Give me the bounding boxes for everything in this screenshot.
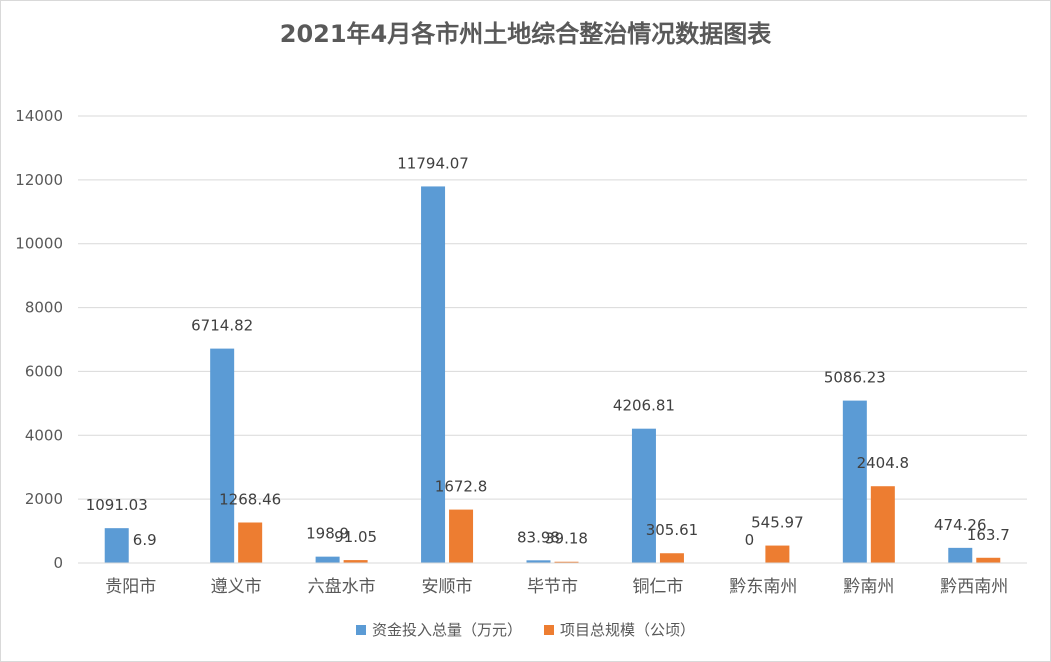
legend-label-investment: 资金投入总量（万元） bbox=[371, 621, 522, 639]
chart-title: 2021年4月各市州土地综合整治情况数据图表 bbox=[279, 20, 772, 48]
y-tick-label: 14000 bbox=[15, 107, 63, 125]
data-label: 198.9 bbox=[306, 525, 349, 543]
data-label: 305.61 bbox=[646, 521, 699, 539]
x-tick-label: 黔南州 bbox=[843, 577, 894, 597]
data-label: 0 bbox=[745, 531, 755, 549]
data-label: 91.05 bbox=[334, 528, 377, 546]
bar-investment bbox=[104, 528, 129, 563]
bar-scale bbox=[343, 560, 368, 563]
y-tick-label: 2000 bbox=[25, 490, 63, 508]
bar-investment bbox=[842, 400, 867, 563]
data-label: 4206.81 bbox=[613, 397, 675, 415]
bar-investment bbox=[948, 547, 973, 563]
legend-label-scale: 项目总规模（公顷） bbox=[560, 621, 696, 639]
y-tick-label: 8000 bbox=[25, 299, 63, 317]
data-label: 1091.03 bbox=[86, 496, 148, 514]
bar-investment bbox=[526, 560, 551, 563]
bar-investment bbox=[315, 556, 340, 563]
x-tick-label: 黔东南州 bbox=[729, 577, 797, 597]
bar-scale bbox=[976, 557, 1001, 563]
x-tick-label: 贵阳市 bbox=[105, 577, 156, 597]
y-tick-label: 4000 bbox=[25, 426, 63, 444]
x-tick-label: 遵义市 bbox=[211, 577, 262, 597]
data-label: 163.7 bbox=[967, 526, 1010, 544]
x-tick-label: 安顺市 bbox=[422, 577, 473, 597]
data-label: 83.98 bbox=[517, 528, 560, 546]
legend-swatch-scale bbox=[544, 624, 554, 635]
data-label: 2404.8 bbox=[857, 454, 910, 472]
bar-investment bbox=[421, 186, 446, 563]
bar-scale bbox=[765, 545, 790, 563]
y-tick-label: 10000 bbox=[15, 235, 63, 253]
bar-investment bbox=[210, 348, 235, 563]
data-label: 1672.8 bbox=[435, 478, 488, 496]
data-label: 6.9 bbox=[133, 531, 157, 549]
bar-scale bbox=[238, 522, 263, 563]
chart-legend: 资金投入总量（万元） 项目总规模（公顷） bbox=[0, 619, 1051, 640]
data-label: 11794.07 bbox=[397, 154, 469, 172]
data-label: 6714.82 bbox=[191, 317, 253, 335]
data-label: 1268.46 bbox=[219, 490, 281, 508]
bar-investment bbox=[631, 428, 656, 563]
data-label: 5086.23 bbox=[824, 369, 886, 387]
bar-scale bbox=[449, 509, 474, 563]
y-tick-label: 12000 bbox=[15, 171, 63, 189]
data-label: 545.97 bbox=[751, 514, 804, 532]
legend-item-scale: 项目总规模（公顷） bbox=[544, 619, 695, 640]
bar-scale bbox=[554, 561, 579, 563]
y-tick-label: 0 bbox=[53, 554, 63, 572]
x-tick-label: 六盘水市 bbox=[308, 577, 376, 597]
bar-scale bbox=[659, 553, 684, 563]
bar-scale bbox=[870, 486, 895, 563]
x-tick-label: 毕节市 bbox=[527, 577, 578, 597]
x-tick-label: 黔西南州 bbox=[940, 577, 1008, 597]
legend-item-investment: 资金投入总量（万元） bbox=[355, 619, 522, 640]
x-tick-label: 铜仁市 bbox=[632, 577, 683, 597]
y-tick-label: 6000 bbox=[25, 362, 63, 380]
data-label: 39.18 bbox=[545, 530, 588, 548]
legend-swatch-investment bbox=[355, 624, 366, 635]
data-label: 474.26 bbox=[934, 516, 987, 534]
